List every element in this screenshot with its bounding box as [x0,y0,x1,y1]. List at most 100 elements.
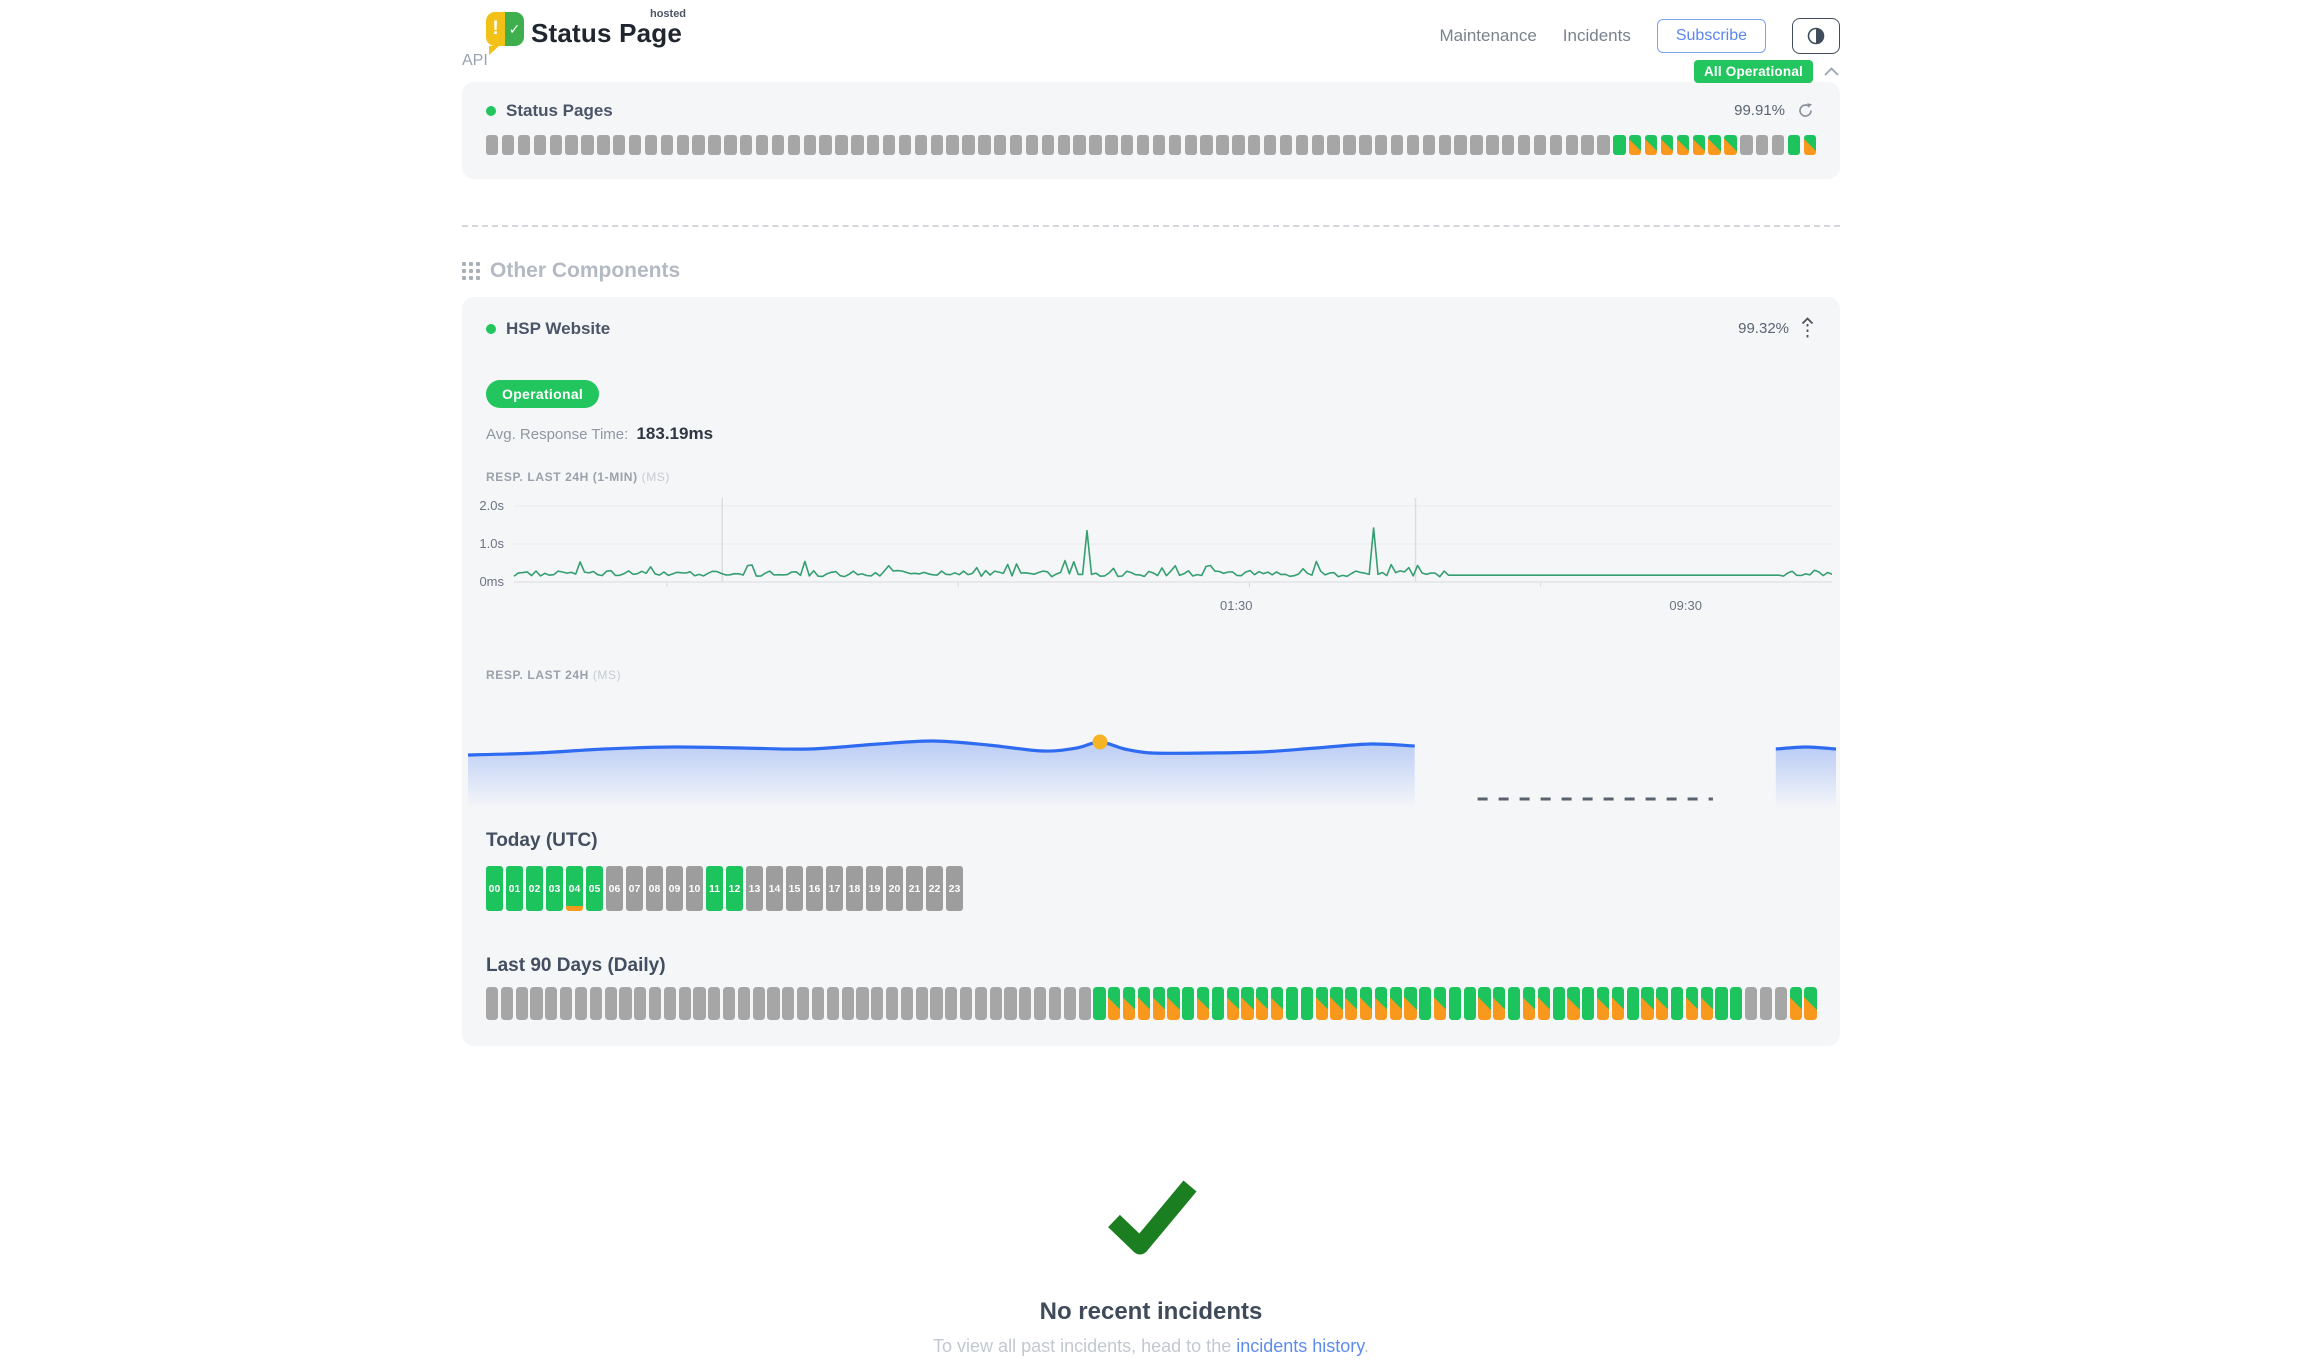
uptime-bar [1803,135,1816,155]
logo-check-half: ✓ [505,12,524,46]
day-bar [663,987,676,1020]
svg-text:0ms: 0ms [479,574,504,589]
uptime-bar [1502,135,1515,155]
brand[interactable]: ! ✓ Status Page hosted [486,8,686,55]
day-bar [1330,987,1343,1020]
logo-alert-half: ! [486,12,505,46]
avg-response-time: Avg. Response Time: 183.19ms [486,424,1816,444]
day-bar [1167,987,1180,1020]
main-nav: Maintenance Incidents Subscribe [1439,18,1840,54]
subscribe-button[interactable]: Subscribe [1656,19,1766,53]
uptime-bar-strip [486,135,1816,155]
component-name: HSP Website [506,318,611,338]
uptime-bar [1470,135,1483,155]
day-bar [1508,987,1521,1020]
uptime-bar [581,135,594,155]
hour-block: 00 [486,866,503,911]
nav-incidents[interactable]: Incidents [1562,26,1631,45]
uptime-bar [1073,135,1086,155]
uptime-bar [1454,135,1467,155]
day-bar [708,987,721,1020]
operational-badge: Operational [486,380,600,408]
uptime-bar [1121,135,1134,155]
chart2-title: RESP. LAST 24H (MS) [486,668,622,682]
uptime-bar [1200,135,1213,155]
theme-toggle-button[interactable] [1792,18,1840,54]
day-bar [1374,987,1387,1020]
day-bar [782,987,795,1020]
uptime-bar [1057,135,1070,155]
hour-block: 04 [566,866,583,911]
incidents-footer: No recent incidents To view all past inc… [462,1174,1840,1357]
uptime-bar [1279,135,1293,155]
uptime-bar [613,135,626,155]
component-row-hsp-website[interactable]: HSP Website 99.32% [486,315,1816,342]
logo-icon: ! ✓ [486,12,524,55]
day-bar [960,987,973,1020]
day-bar [1019,987,1032,1020]
day-bar [500,987,514,1020]
svg-text:01:30: 01:30 [1220,598,1253,613]
uptime-bar [1629,135,1642,155]
uptime-bar [676,135,689,155]
uptime-bar [1613,135,1626,155]
no-incidents-title: No recent incidents [1039,1298,1263,1325]
status-dot [486,323,496,334]
hour-block: 18 [846,866,863,911]
day-bar [1774,987,1787,1020]
incidents-history-link[interactable]: incidents history [1236,1336,1364,1356]
dashed-divider [462,225,1840,227]
uptime-bar [1422,135,1435,155]
day-bar [1759,987,1773,1020]
day-bar [1004,987,1017,1020]
hour-block: 06 [606,866,623,911]
hour-block: 05 [586,866,603,911]
dotted-up-arrow-icon [1801,317,1814,339]
day-bar [1567,987,1580,1020]
day-bar [1463,987,1476,1020]
uptime-bar [898,135,912,155]
response-time-line-chart: 2.0s 1.0s 0ms 01:30 09:30 [479,498,1832,613]
uptime-bar [692,135,705,155]
uptime-bar [644,135,658,155]
all-operational-badge: All Operational [1693,60,1813,83]
uptime-bar [1311,135,1324,155]
uptime-bar [819,135,832,155]
uptime-bar [724,135,737,155]
uptime-bar [1787,135,1801,155]
today-hour-strip: 00 01 02 03 04 05 06 07 08 09 10 11 12 13 14 15 16 17 18 19… [486,866,1816,911]
hour-block: 12 [726,866,743,911]
day-bar [515,987,528,1020]
section-title-other-components: Other Components [490,259,681,282]
uptime-bar [835,135,848,155]
day-bar [1034,987,1047,1020]
day-bar [1389,987,1402,1020]
uptime-bar [1184,135,1197,155]
hour-block: 10 [686,866,703,911]
day-bar [1656,987,1669,1020]
day-bar [885,987,899,1020]
uptime-bar [740,135,753,155]
uptime-bar [1597,135,1610,155]
hour-block: 15 [786,866,803,911]
collapse-details-button[interactable] [1799,315,1816,342]
day-bar [1211,987,1225,1020]
day-bar [1478,987,1491,1020]
uptime-bar [1581,135,1594,155]
nav-maintenance[interactable]: Maintenance [1439,26,1537,45]
uptime-bar [1486,135,1499,155]
refresh-button[interactable] [1795,100,1816,121]
day-bar [945,987,958,1020]
chevron-up-icon[interactable] [1823,66,1840,77]
uptime-bar [1216,135,1229,155]
day-bar [1448,987,1462,1020]
uptime-bar [1740,135,1753,155]
day-bar [826,987,839,1020]
day-bar [604,987,617,1020]
day-bar [752,987,765,1020]
day-bar [634,987,647,1020]
overall-status: All Operational [1693,60,1840,83]
day-bar [1078,987,1091,1020]
component-row-status-pages[interactable]: Status Pages 99.91% [486,100,1816,121]
